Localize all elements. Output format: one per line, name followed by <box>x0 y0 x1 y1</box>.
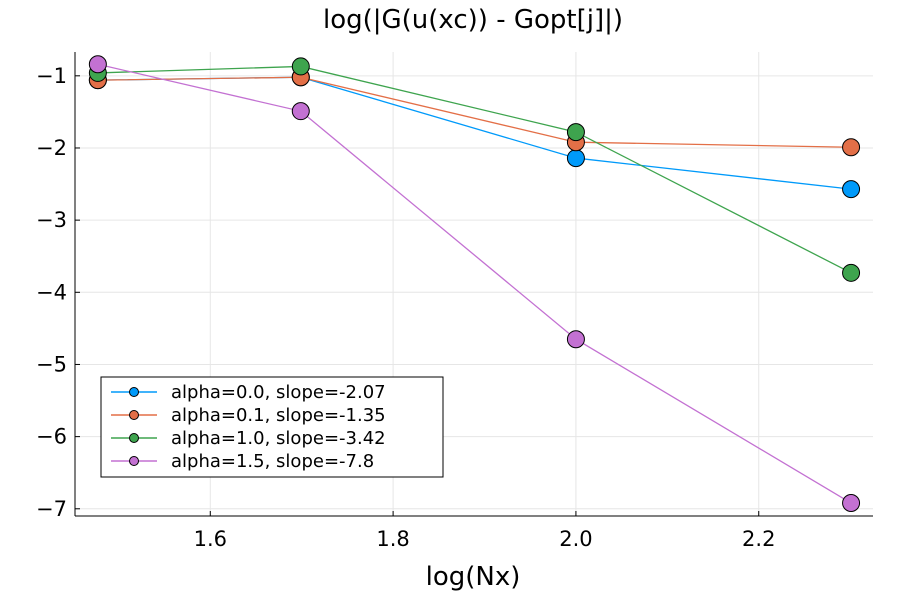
y-tick-label: −4 <box>36 280 67 304</box>
data-point <box>842 263 861 282</box>
data-point <box>566 149 585 168</box>
x-tick-label: 2.2 <box>742 527 775 551</box>
x-tick-label: 1.6 <box>194 527 227 551</box>
x-tick-labels: 1.6 1.8 2.0 2.2 <box>194 527 776 551</box>
legend-entry: alpha=0.0, slope=-2.07 <box>171 382 386 403</box>
y-tick-labels: −1 −2 −3 −4 −5 −6 −7 <box>36 64 67 521</box>
data-point <box>842 180 861 199</box>
legend-marker <box>129 456 139 466</box>
data-point <box>566 123 585 142</box>
series-line <box>97 76 852 190</box>
series-line <box>97 76 852 148</box>
data-point <box>842 138 861 157</box>
data-point <box>566 330 585 349</box>
series-line <box>97 63 852 504</box>
legend-marker <box>129 410 139 420</box>
y-tick-label: −3 <box>36 208 67 232</box>
data-point <box>291 57 310 76</box>
y-tick-label: −1 <box>36 64 67 88</box>
legend-entry: alpha=1.0, slope=-3.42 <box>171 428 386 449</box>
legend-box <box>100 376 444 478</box>
y-tick-label: −2 <box>36 136 67 160</box>
x-tick-label: 2.0 <box>559 527 592 551</box>
legend-entry: alpha=1.5, slope=-7.8 <box>171 451 374 472</box>
legend-marker <box>129 433 139 443</box>
data-point <box>88 55 107 74</box>
series <box>88 55 861 513</box>
series-line <box>97 65 852 274</box>
chart-title: log(|G(u(xc)) - Gopt[j]|) <box>323 5 623 35</box>
data-point <box>291 102 310 121</box>
legend-marker <box>129 387 139 397</box>
y-tick-label: −7 <box>36 497 67 521</box>
x-tick-label: 1.8 <box>376 527 409 551</box>
x-axis-label: log(Nx) <box>426 562 521 592</box>
data-point <box>842 494 861 513</box>
axes <box>74 52 873 517</box>
y-tick-label: −5 <box>36 352 67 376</box>
y-tick-label: −6 <box>36 425 67 449</box>
legend-entry: alpha=0.1, slope=-1.35 <box>171 405 386 426</box>
